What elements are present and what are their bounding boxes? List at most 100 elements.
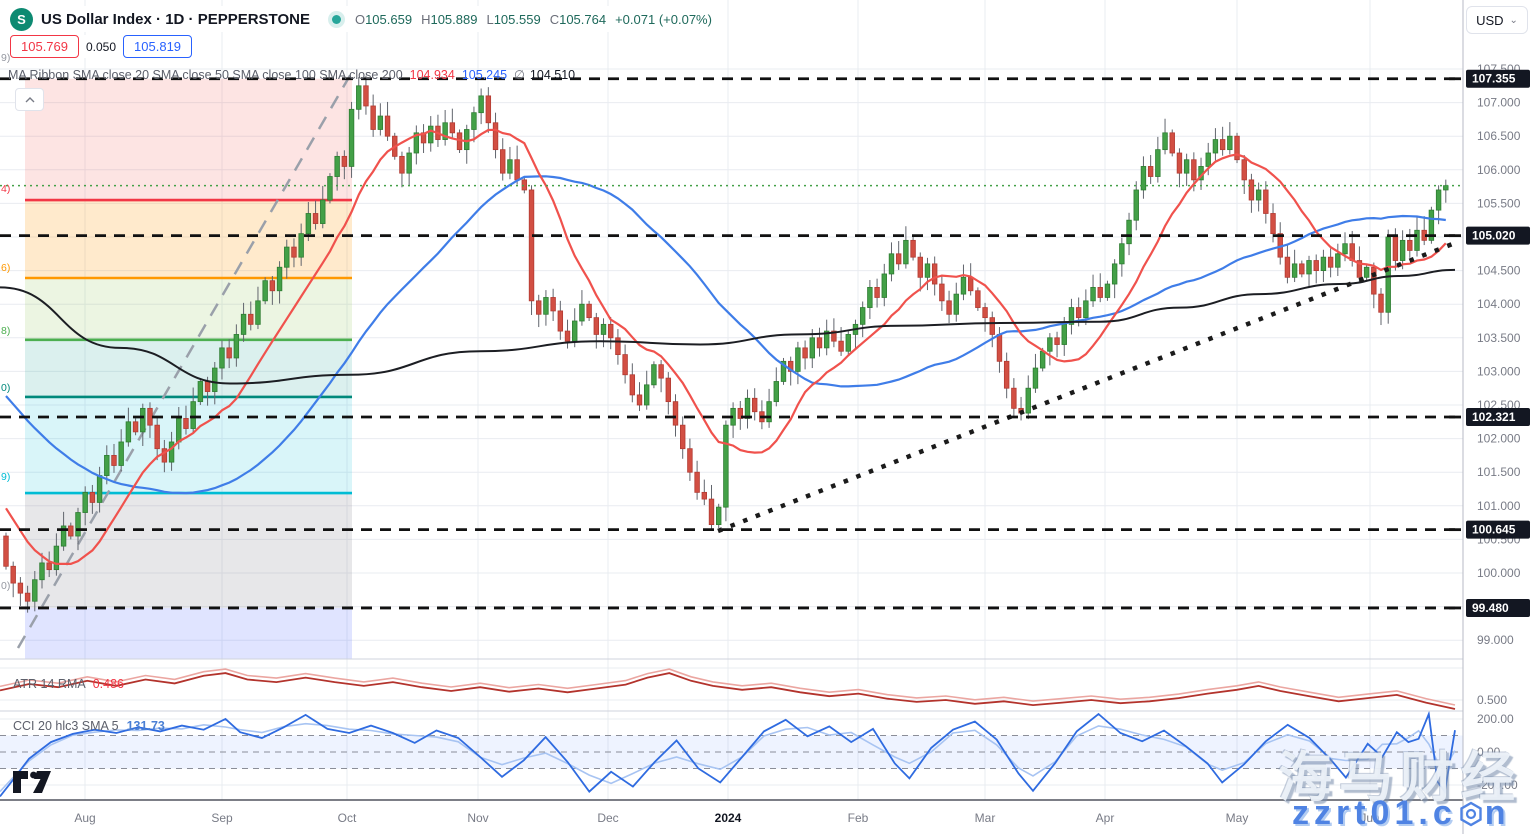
pivot-left-labels: 9) 4) 6) 8) 0) 9) 0) — [1, 52, 10, 592]
sma-200-line — [0, 268, 1456, 385]
svg-text:105.500: 105.500 — [1477, 196, 1521, 210]
svg-text:0.500: 0.500 — [1477, 693, 1507, 707]
svg-text:0): 0) — [1, 382, 10, 394]
sell-price-button[interactable]: 105.769 — [10, 35, 79, 58]
svg-text:Mar: Mar — [975, 811, 996, 825]
atr-pane[interactable] — [0, 668, 1456, 710]
price-axis[interactable]: 107.500107.000106.500106.000105.500104.5… — [1449, 0, 1535, 834]
atr-name: ATR 14 RMA — [13, 677, 86, 691]
svg-text:103.000: 103.000 — [1477, 364, 1521, 378]
cci-pane[interactable] — [0, 710, 1463, 798]
open-label: O — [354, 11, 366, 27]
svg-text:-200.00: -200.00 — [1477, 778, 1518, 792]
collapse-legend-button[interactable] — [15, 88, 44, 111]
time-axis[interactable]: Aug Sep Oct Nov Dec 2024 Feb Mar Apr May Jun — [74, 811, 1379, 825]
watermark-url: zzrt01.c n — [1292, 794, 1511, 833]
svg-text:2024: 2024 — [715, 811, 742, 825]
svg-text:Dec: Dec — [597, 811, 618, 825]
cci-sma-line — [0, 722, 1456, 793]
svg-text:107.355: 107.355 — [1472, 72, 1516, 86]
svg-text:6): 6) — [1, 262, 10, 274]
ribbon-sma20-value: 104.934 — [409, 68, 455, 82]
svg-text:9): 9) — [1, 52, 10, 64]
watermark-url-right: n — [1484, 794, 1511, 832]
svg-text:99.480: 99.480 — [1472, 601, 1509, 615]
pivot-bands — [25, 78, 352, 659]
ribbon-sma50-value: 105.245 — [461, 68, 508, 82]
high-value: 105.889 — [430, 11, 478, 27]
ohlc-readout: O105.659 H105.889 L105.559 C105.764 +0.071 (… — [355, 12, 712, 27]
cci-value: 131.73 — [126, 719, 165, 733]
svg-text:100.000: 100.000 — [1477, 566, 1521, 580]
svg-text:Oct: Oct — [338, 811, 357, 825]
svg-text:99.000: 99.000 — [1477, 633, 1514, 647]
svg-text:Apr: Apr — [1096, 811, 1115, 825]
hexagon-nut-icon — [1460, 801, 1482, 826]
svg-text:106.500: 106.500 — [1477, 129, 1521, 143]
atr-indicator-legend[interactable]: ATR 14 RMA 0.486 — [13, 677, 124, 691]
svg-text:102.000: 102.000 — [1477, 432, 1521, 446]
svg-text:200.00: 200.00 — [1477, 712, 1514, 726]
currency-label: USD — [1476, 12, 1504, 28]
svg-text:Jun: Jun — [1360, 811, 1379, 825]
atr-line — [0, 672, 1456, 710]
svg-text:101.000: 101.000 — [1477, 499, 1521, 513]
buy-price-button[interactable]: 105.819 — [123, 35, 193, 58]
ma-ribbon-legend[interactable]: MA Ribbon SMA close 20 SMA close 50 SMA … — [8, 67, 575, 82]
svg-text:103.500: 103.500 — [1477, 331, 1521, 345]
svg-text:0): 0) — [1, 580, 10, 592]
spread-value: 0.050 — [86, 39, 117, 54]
svg-text:4): 4) — [1, 183, 10, 195]
svg-text:Sep: Sep — [211, 811, 233, 825]
currency-dropdown[interactable]: USD ⌄ — [1466, 6, 1528, 34]
ribbon-name: MA Ribbon SMA close 20 SMA close 50 SMA … — [8, 68, 403, 82]
price-level-lines[interactable] — [0, 77, 1463, 610]
symbol-toolbar: S US Dollar Index · 1D · PEPPERSTONE O10… — [10, 6, 722, 32]
svg-text:8): 8) — [1, 325, 10, 337]
symbol-logo[interactable]: S — [10, 7, 33, 31]
close-value: 105.764 — [559, 11, 607, 27]
chevron-down-icon: ⌄ — [1509, 14, 1518, 26]
trendline-dotted[interactable] — [717, 240, 1456, 534]
svg-text:102.321: 102.321 — [1472, 410, 1516, 424]
svg-text:104.000: 104.000 — [1477, 297, 1521, 311]
svg-text:May: May — [1226, 811, 1249, 825]
high-label: H — [421, 11, 431, 27]
svg-text:101.500: 101.500 — [1477, 465, 1521, 479]
watermark-url-left: zzrt01.c — [1292, 794, 1457, 832]
svg-text:104.500: 104.500 — [1477, 264, 1521, 278]
cci-line — [0, 710, 1456, 798]
chevron-up-icon — [25, 96, 34, 102]
change-value: +0.071 (+0.07%) — [615, 11, 712, 27]
svg-text:0.00: 0.00 — [1477, 745, 1501, 759]
close-label: C — [549, 11, 560, 27]
low-value: 105.559 — [493, 11, 541, 27]
bid-ask-row: 105.769 0.050 105.819 — [10, 35, 199, 58]
candlestick-series — [3, 75, 1449, 613]
svg-text:Nov: Nov — [467, 811, 488, 825]
svg-text:9): 9) — [1, 471, 10, 483]
ribbon-hidden-symbol: ∅ — [514, 68, 525, 82]
market-status-dot[interactable] — [331, 14, 341, 24]
svg-text:Feb: Feb — [848, 811, 869, 825]
svg-text:100.645: 100.645 — [1472, 523, 1516, 537]
cci-name: CCI 20 hlc3 SMA 5 — [13, 719, 119, 733]
svg-text:105.020: 105.020 — [1472, 229, 1516, 243]
svg-text:107.000: 107.000 — [1477, 96, 1521, 110]
symbol-title[interactable]: US Dollar Index · 1D · PEPPERSTONE — [41, 10, 310, 28]
atr-smoothed-line — [0, 668, 1456, 706]
sma-50-line — [5, 175, 1446, 495]
cci-indicator-legend[interactable]: CCI 20 hlc3 SMA 5 131.73 — [13, 719, 165, 733]
watermark-text-cn: 海马财经 — [1278, 748, 1522, 808]
tradingview-logo-icon[interactable] — [12, 768, 52, 796]
grid-lines — [0, 0, 1463, 800]
svg-text:Aug: Aug — [74, 811, 95, 825]
open-value: 105.659 — [365, 11, 413, 27]
atr-value: 0.486 — [92, 677, 124, 691]
trendline-dashed[interactable] — [16, 71, 354, 649]
svg-text:106.000: 106.000 — [1477, 163, 1521, 177]
ribbon-sma200-value: 104.510 — [529, 68, 576, 82]
low-label: L — [486, 11, 494, 27]
